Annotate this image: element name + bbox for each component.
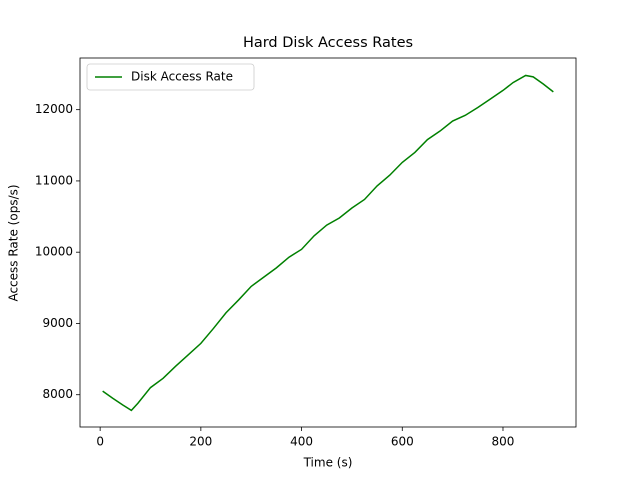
y-tick-label: 11000: [35, 173, 73, 187]
data-line: [102, 74, 554, 412]
x-tick-label: 600: [391, 435, 414, 449]
x-tick-label: 800: [492, 435, 515, 449]
x-tick-label: 200: [189, 435, 212, 449]
chart-title: Hard Disk Access Rates: [243, 35, 413, 51]
x-tick-label: 400: [290, 435, 313, 449]
y-tick-label: 8000: [42, 387, 73, 401]
x-axis-label: Time (s): [303, 456, 353, 470]
y-tick-label: 9000: [42, 316, 73, 330]
x-tick-label: 0: [96, 435, 104, 449]
y-tick-label: 12000: [35, 102, 73, 116]
y-axis-label: Access Rate (ops/s): [7, 184, 21, 301]
legend-box: [86, 63, 255, 91]
legend-label: Disk Access Rate: [131, 70, 233, 84]
plot-frame: [79, 57, 577, 428]
y-tick-label: 10000: [35, 245, 73, 259]
